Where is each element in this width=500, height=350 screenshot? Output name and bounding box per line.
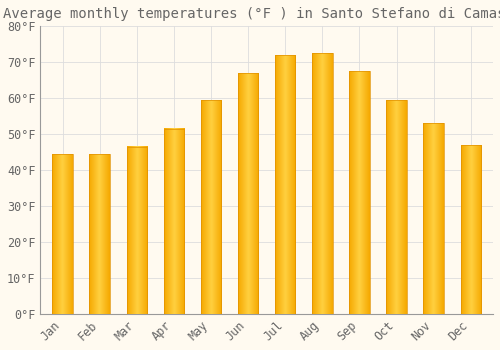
Bar (126, 147, 147, 314)
Bar (201, 100, 221, 314)
Bar (238, 73, 258, 314)
Bar (424, 123, 444, 314)
Bar (386, 100, 407, 314)
Bar (164, 129, 184, 314)
Bar (312, 53, 332, 314)
Bar (350, 71, 370, 314)
Bar (90, 154, 110, 314)
Bar (460, 145, 481, 314)
Title: Average monthly temperatures (°F ) in Santo Stefano di Camastra: Average monthly temperatures (°F ) in Sa… (3, 7, 500, 21)
Bar (52, 154, 73, 314)
Bar (275, 55, 295, 314)
